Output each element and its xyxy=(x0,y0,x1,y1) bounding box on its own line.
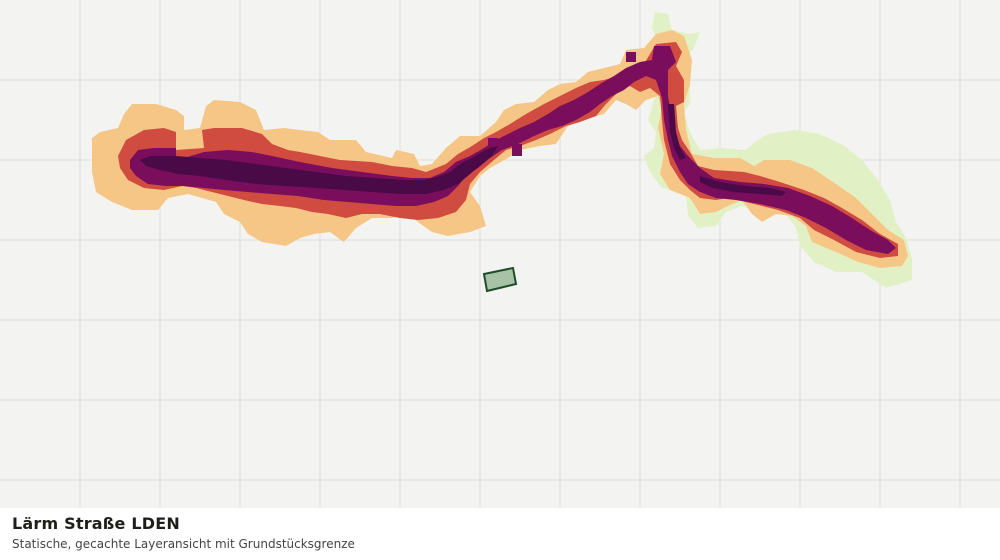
property-boundary[interactable] xyxy=(482,266,518,293)
noise-band-high xyxy=(130,46,896,254)
noise-band-mid xyxy=(118,42,898,258)
map-canvas xyxy=(0,0,1000,508)
map-subtitle: Statische, gecachte Layeransicht mit Gru… xyxy=(12,537,355,551)
map-title: Lärm Straße LDEN xyxy=(12,514,180,533)
map-view[interactable] xyxy=(0,0,1000,508)
noise-band-highest xyxy=(140,104,786,196)
map-caption: Lärm Straße LDEN Statische, gecachte Lay… xyxy=(0,508,1000,560)
